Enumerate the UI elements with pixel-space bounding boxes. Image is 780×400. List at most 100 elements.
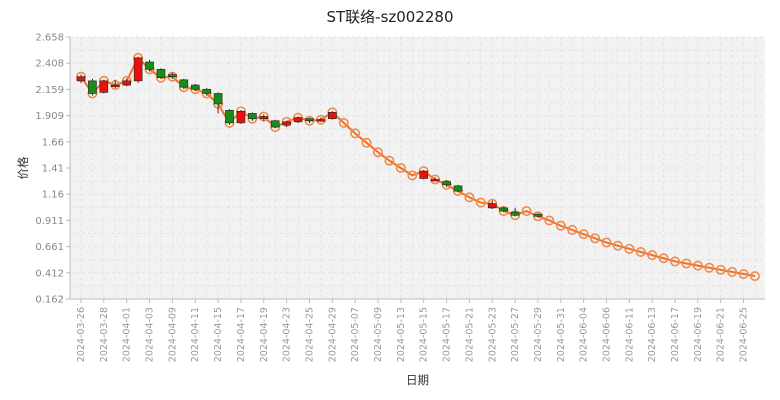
candle-body <box>133 57 143 82</box>
x-tick-label: 2024-04-03 <box>145 307 156 362</box>
candle-body <box>225 109 234 124</box>
candle-body <box>533 213 543 217</box>
candle-body <box>190 84 200 90</box>
candle-body <box>202 88 211 94</box>
x-tick-label: 2024-06-25 <box>739 307 750 362</box>
x-tick-label: 2024-06-04 <box>579 307 590 362</box>
close-marker <box>567 224 578 235</box>
close-marker <box>715 264 726 275</box>
x-tick-label: 2024-04-19 <box>259 307 270 362</box>
y-tick-label: 1.16 <box>42 190 64 201</box>
candle-body <box>328 112 337 119</box>
close-marker <box>647 250 658 261</box>
candle-body <box>248 113 257 119</box>
close-marker <box>670 256 681 267</box>
y-tick-label: 0.162 <box>35 295 64 306</box>
close-marker <box>727 266 738 277</box>
x-tick-label: 2024-05-15 <box>419 307 430 362</box>
close-marker <box>555 220 566 231</box>
close-marker <box>692 260 703 271</box>
x-tick-label: 2024-05-21 <box>464 307 475 362</box>
x-tick-label: 2024-05-09 <box>373 307 384 362</box>
x-tick-label: 2024-04-23 <box>282 307 293 362</box>
close-marker <box>738 269 749 280</box>
close-marker <box>544 215 555 226</box>
x-tick-label: 2024-05-27 <box>510 307 521 362</box>
candle-body <box>419 170 429 179</box>
close-marker <box>475 197 486 208</box>
candle-body <box>442 181 451 186</box>
x-tick-label: 2024-05-13 <box>396 307 407 362</box>
candle-body <box>156 69 166 79</box>
x-tick-label: 2024-06-11 <box>624 307 635 362</box>
candle-body <box>236 111 246 124</box>
y-tick-label: 1.41 <box>42 164 64 175</box>
candle-body <box>179 79 189 88</box>
close-marker <box>624 243 635 254</box>
x-tick-label: 2024-06-13 <box>647 307 658 362</box>
y-tick-label: 2.408 <box>35 59 64 70</box>
close-marker <box>601 237 612 248</box>
candle-body <box>316 119 326 122</box>
x-tick-label: 2024-05-31 <box>556 307 567 362</box>
close-marker <box>384 155 395 166</box>
x-tick-label: 2024-04-15 <box>213 307 224 362</box>
candle-body <box>168 74 177 77</box>
x-tick-label: 2024-04-29 <box>327 307 338 362</box>
close-marker <box>658 253 669 264</box>
x-tick-label: 2024-05-07 <box>350 307 361 362</box>
close-marker <box>590 233 601 244</box>
y-axis-label: 价格 <box>16 156 30 179</box>
candle-body <box>453 185 463 192</box>
close-marker <box>373 147 384 158</box>
y-tick-label: 2.159 <box>35 85 64 96</box>
close-marker <box>407 170 418 181</box>
close-marker <box>395 163 406 174</box>
close-marker <box>464 192 475 203</box>
y-tick-label: 0.911 <box>35 216 64 227</box>
candle-body <box>487 203 497 209</box>
close-marker <box>578 229 589 240</box>
x-tick-label: 2024-04-25 <box>304 307 315 362</box>
y-tick-label: 0.661 <box>35 242 64 253</box>
x-tick-label: 2024-05-29 <box>533 307 544 362</box>
candle-body <box>293 117 303 123</box>
y-tick-label: 1.66 <box>42 137 64 148</box>
close-marker <box>612 240 623 251</box>
candle-body <box>430 179 440 182</box>
candle-body <box>145 61 154 70</box>
candle-body <box>259 116 269 119</box>
x-tick-label: 2024-06-19 <box>693 307 704 362</box>
x-tick-label: 2024-05-17 <box>442 307 453 362</box>
close-marker <box>361 137 372 148</box>
candle-body <box>510 211 520 216</box>
x-tick-label: 2024-03-26 <box>76 307 87 362</box>
close-marker <box>338 117 349 128</box>
x-tick-label: 2024-06-17 <box>670 307 681 362</box>
y-tick-label: 2.658 <box>35 33 64 44</box>
x-tick-label: 2024-04-01 <box>122 307 133 362</box>
candle-body <box>76 76 86 82</box>
x-tick-label: 2024-06-21 <box>716 307 727 362</box>
close-marker <box>704 262 715 273</box>
candle-body <box>122 80 131 86</box>
close-marker <box>681 258 692 269</box>
close-marker <box>350 128 361 139</box>
candle-body <box>499 207 508 212</box>
x-tick-label: 2024-06-06 <box>601 307 612 362</box>
candle-body <box>99 80 109 93</box>
candle-body <box>270 120 280 128</box>
x-tick-label: 2024-04-11 <box>190 307 201 362</box>
candle-body <box>110 84 120 87</box>
x-axis-label: 日期 <box>406 373 429 387</box>
x-tick-label: 2024-04-17 <box>236 307 247 362</box>
candle-body <box>88 80 97 94</box>
candle-body <box>282 121 291 126</box>
candle-body <box>305 118 314 122</box>
y-tick-label: 1.909 <box>35 111 64 122</box>
x-tick-label: 2024-05-23 <box>487 307 498 362</box>
y-tick-label: 0.412 <box>35 268 64 279</box>
close-marker <box>749 271 760 282</box>
